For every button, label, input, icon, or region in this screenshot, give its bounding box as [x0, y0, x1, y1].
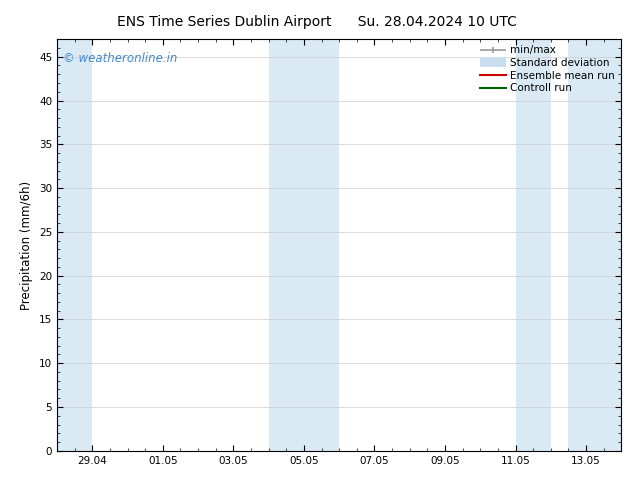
- Y-axis label: Precipitation (mm/6h): Precipitation (mm/6h): [20, 180, 34, 310]
- Bar: [569, 39, 621, 451]
- Text: © weatheronline.in: © weatheronline.in: [63, 51, 177, 65]
- Text: ENS Time Series Dublin Airport      Su. 28.04.2024 10 UTC: ENS Time Series Dublin Airport Su. 28.04…: [117, 15, 517, 29]
- Bar: [269, 39, 339, 451]
- Bar: [515, 39, 551, 451]
- Legend: min/max, Standard deviation, Ensemble mean run, Controll run: min/max, Standard deviation, Ensemble me…: [477, 42, 618, 97]
- Bar: [57, 39, 93, 451]
